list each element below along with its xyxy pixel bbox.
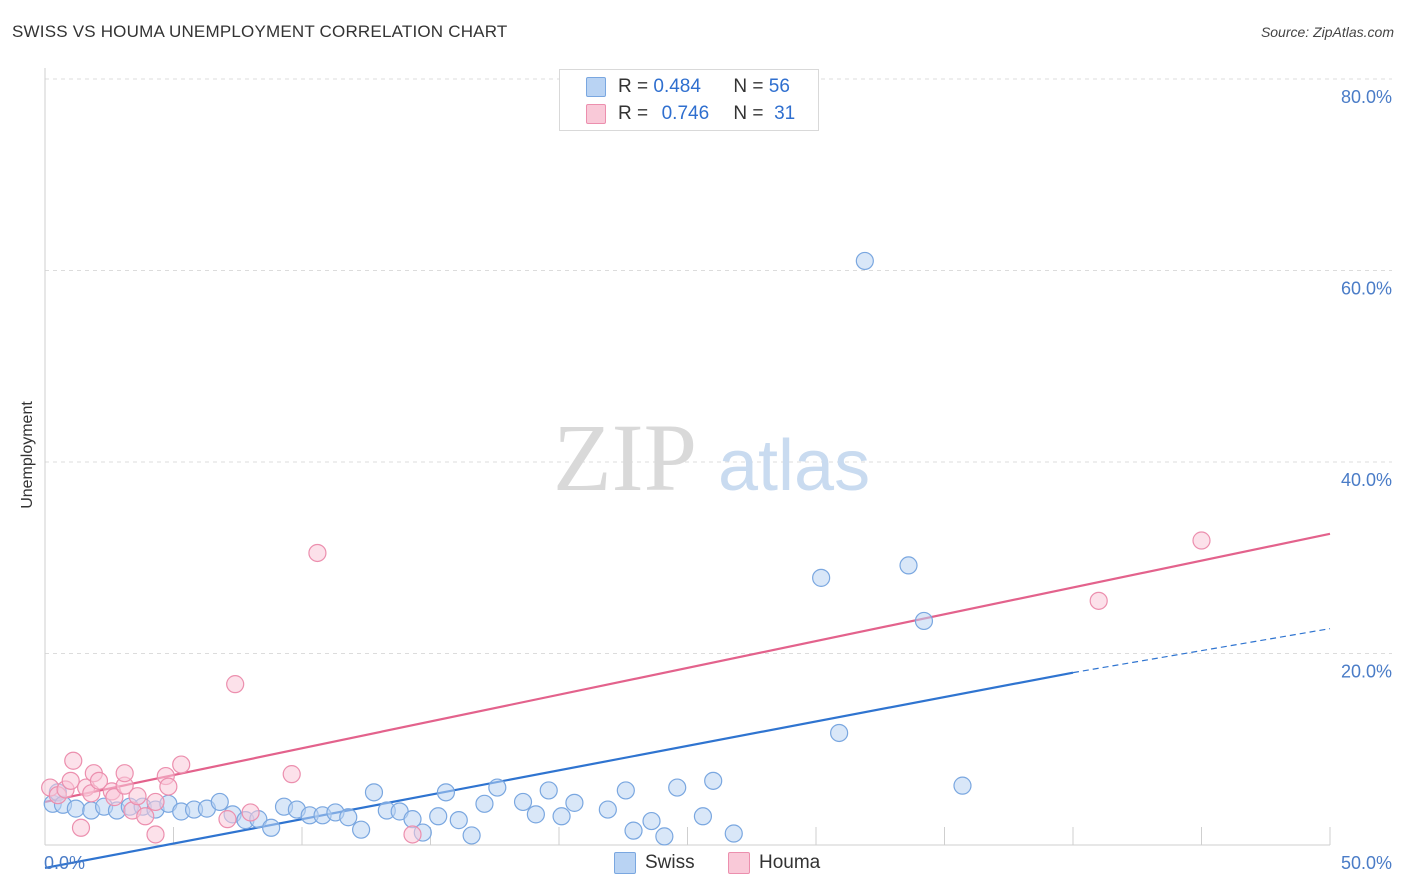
- legend-item-houma[interactable]: Houma: [728, 852, 820, 874]
- r-value: 0.484: [653, 76, 701, 97]
- data-point-houma[interactable]: [1192, 531, 1211, 550]
- data-point-swiss[interactable]: [830, 723, 849, 743]
- data-point-houma[interactable]: [64, 751, 83, 770]
- data-point-swiss[interactable]: [655, 827, 674, 846]
- trend-line-swiss-extension: [1072, 628, 1331, 674]
- r-label: R =: [618, 76, 649, 97]
- data-point-swiss[interactable]: [262, 818, 281, 837]
- data-point-swiss[interactable]: [436, 783, 456, 802]
- legend-item-swiss[interactable]: Swiss: [614, 852, 695, 874]
- data-point-houma[interactable]: [128, 787, 147, 806]
- n-label: N =: [733, 103, 764, 124]
- n-value: 56: [768, 76, 790, 97]
- houma-swatch: [586, 104, 606, 124]
- data-point-swiss[interactable]: [352, 820, 371, 839]
- data-point-houma[interactable]: [146, 792, 165, 812]
- data-point-houma[interactable]: [218, 810, 237, 829]
- y-tick-label: 60.0%: [1341, 279, 1392, 299]
- data-point-swiss[interactable]: [642, 811, 661, 831]
- data-point-swiss[interactable]: [449, 811, 468, 830]
- data-point-swiss[interactable]: [429, 807, 448, 826]
- data-point-swiss[interactable]: [899, 556, 918, 575]
- x-tick-label: 50.0%: [1341, 853, 1392, 873]
- data-point-swiss[interactable]: [704, 771, 723, 790]
- legend-swatch-houma: [728, 852, 750, 874]
- data-point-houma[interactable]: [241, 803, 260, 822]
- data-point-swiss[interactable]: [488, 778, 507, 797]
- data-point-houma[interactable]: [61, 771, 80, 790]
- data-point-houma[interactable]: [159, 777, 178, 796]
- data-points: [41, 251, 1211, 846]
- data-point-houma[interactable]: [308, 543, 327, 563]
- n-label: N =: [733, 76, 764, 97]
- data-point-houma[interactable]: [71, 818, 91, 837]
- data-point-swiss[interactable]: [624, 821, 643, 840]
- data-point-houma[interactable]: [115, 764, 134, 783]
- r-label: R =: [618, 103, 649, 124]
- stats-box: R = 0.484 N = 56 R = 0.746 N = 31: [559, 69, 819, 131]
- data-point-swiss[interactable]: [724, 824, 743, 843]
- r-value: 0.746: [661, 103, 710, 124]
- data-point-swiss[interactable]: [812, 568, 831, 587]
- data-point-swiss[interactable]: [210, 792, 229, 812]
- data-point-houma[interactable]: [403, 825, 422, 844]
- y-tick-label: 40.0%: [1341, 470, 1392, 490]
- data-point-swiss[interactable]: [539, 781, 558, 800]
- data-point-swiss[interactable]: [598, 800, 617, 819]
- data-point-houma[interactable]: [105, 788, 124, 807]
- watermark: ZIP atlas: [553, 404, 870, 511]
- trend-lines: [44, 532, 1331, 870]
- watermark-atlas: atlas: [718, 426, 870, 506]
- data-point-swiss[interactable]: [855, 251, 874, 271]
- data-point-swiss[interactable]: [914, 611, 934, 631]
- watermark-zip: ZIP: [553, 404, 697, 511]
- trend-line-swiss: [44, 671, 1074, 870]
- source-label: Source: ZipAtlas.com: [1260, 24, 1394, 40]
- swiss-swatch: [586, 77, 606, 97]
- data-point-swiss[interactable]: [339, 808, 358, 827]
- data-point-swiss[interactable]: [565, 793, 584, 812]
- data-point-houma[interactable]: [89, 771, 109, 790]
- grid-lines: [45, 78, 1392, 654]
- stats-row-houma: R = 0.746 N = 31: [560, 101, 795, 127]
- data-point-swiss[interactable]: [364, 783, 384, 802]
- data-point-swiss[interactable]: [552, 807, 571, 826]
- chart-title: SWISS VS HOUMA UNEMPLOYMENT CORRELATION …: [12, 22, 508, 41]
- data-point-swiss[interactable]: [693, 807, 713, 826]
- data-point-houma[interactable]: [146, 825, 165, 844]
- legend-label-houma: Houma: [759, 852, 821, 873]
- data-point-swiss[interactable]: [616, 781, 635, 800]
- y-tick-label: 20.0%: [1341, 662, 1392, 682]
- data-point-houma[interactable]: [136, 807, 155, 826]
- data-point-swiss[interactable]: [475, 794, 494, 813]
- data-point-houma[interactable]: [282, 765, 301, 784]
- trend-line-houma: [44, 532, 1331, 803]
- data-point-houma[interactable]: [1089, 591, 1108, 610]
- data-point-swiss[interactable]: [66, 799, 85, 818]
- y-tick-label: 80.0%: [1341, 87, 1392, 107]
- tick-labels: 20.0% 40.0% 60.0% 80.0% 0.0% 50.0%: [44, 87, 1392, 873]
- legend-swatch-swiss: [614, 852, 636, 874]
- data-point-swiss[interactable]: [526, 805, 545, 824]
- data-point-swiss[interactable]: [513, 792, 533, 812]
- data-point-houma[interactable]: [172, 755, 191, 774]
- data-point-swiss[interactable]: [462, 826, 481, 845]
- stats-row-swiss: R = 0.484 N = 56: [560, 74, 790, 100]
- data-point-swiss[interactable]: [668, 778, 687, 797]
- x-tick-label: 0.0%: [44, 853, 85, 873]
- legend-label-swiss: Swiss: [645, 852, 695, 873]
- data-point-swiss[interactable]: [953, 776, 972, 795]
- data-point-houma[interactable]: [226, 675, 245, 694]
- n-value: 31: [774, 103, 796, 124]
